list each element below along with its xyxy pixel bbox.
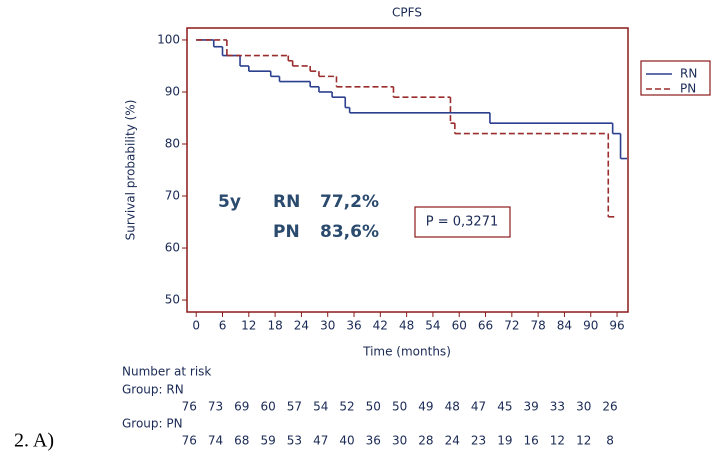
y-tick-label: 80 — [165, 136, 180, 150]
p-value: P = 0,3271 — [426, 215, 498, 230]
x-tick-label: 54 — [425, 319, 440, 333]
risk-count: 69 — [234, 400, 249, 414]
risk-count: 59 — [260, 434, 275, 448]
y-tick-label: 50 — [165, 293, 180, 307]
x-tick-label: 12 — [241, 319, 256, 333]
risk-count: 39 — [523, 400, 538, 414]
risk-count: 12 — [550, 434, 565, 448]
risk-count: 26 — [602, 400, 617, 414]
risk-count: 28 — [418, 434, 433, 448]
risk-count: 68 — [234, 434, 249, 448]
x-tick-label: 18 — [267, 319, 282, 333]
risk-count: 40 — [339, 434, 354, 448]
x-tick-label: 48 — [399, 319, 414, 333]
x-axis-label: Time (months) — [362, 345, 451, 359]
risk-count: 16 — [523, 434, 538, 448]
annotation: 77,2% — [320, 192, 379, 212]
risk-count: 19 — [497, 434, 512, 448]
figure-label: 2. A) — [14, 430, 54, 452]
risk-count: 48 — [445, 400, 460, 414]
risk-count: 36 — [366, 434, 381, 448]
risk-count: 50 — [366, 400, 381, 414]
risk-count: 60 — [260, 400, 275, 414]
x-tick-label: 24 — [294, 319, 309, 333]
risk-count: 47 — [471, 400, 486, 414]
x-tick-label: 30 — [320, 319, 335, 333]
y-tick-label: 90 — [165, 84, 180, 98]
y-axis-label: Survival probability (%) — [124, 100, 138, 241]
plot-frame — [186, 27, 629, 313]
risk-count: 49 — [418, 400, 433, 414]
risk-count: 45 — [497, 400, 512, 414]
risk-count: 30 — [392, 434, 407, 448]
x-tick-label: 0 — [192, 319, 200, 333]
risk-group-label: Group: RN — [122, 383, 184, 397]
x-tick-label: 78 — [530, 319, 545, 333]
risk-count: 33 — [550, 400, 565, 414]
risk-count: 24 — [445, 434, 460, 448]
x-tick-label: 42 — [373, 319, 388, 333]
y-tick-label: 70 — [165, 189, 180, 203]
risk-count: 12 — [576, 434, 591, 448]
risk-count: 50 — [392, 400, 407, 414]
legend-label: PN — [680, 82, 696, 96]
risk-count: 52 — [339, 400, 354, 414]
x-tick-label: 84 — [557, 319, 572, 333]
x-tick-label: 60 — [452, 319, 467, 333]
risk-group-label: Group: PN — [122, 417, 183, 431]
annotation: RN — [273, 192, 300, 212]
annotation: 83,6% — [320, 222, 379, 242]
risk-count: 76 — [182, 434, 197, 448]
risk-count: 73 — [208, 400, 223, 414]
y-tick-label: 100 — [157, 32, 180, 46]
risk-count: 30 — [576, 400, 591, 414]
x-tick-label: 6 — [219, 319, 227, 333]
risk-count: 76 — [182, 400, 197, 414]
x-tick-label: 90 — [583, 319, 598, 333]
y-tick-label: 60 — [165, 241, 180, 255]
risk-count: 53 — [287, 434, 302, 448]
x-tick-label: 66 — [478, 319, 493, 333]
risk-count: 23 — [471, 434, 486, 448]
risk-count: 47 — [313, 434, 328, 448]
risk-count: 57 — [287, 400, 302, 414]
risk-count: 74 — [208, 434, 223, 448]
p-value-box — [414, 206, 511, 238]
chart-title: CPFS — [392, 6, 422, 20]
legend-box — [640, 60, 711, 96]
risk-count: 54 — [313, 400, 328, 414]
x-tick-label: 96 — [609, 319, 624, 333]
x-tick-label: 36 — [346, 319, 361, 333]
annotation: 5y — [218, 192, 241, 212]
annotation: PN — [273, 222, 300, 242]
risk-table-title: Number at risk — [122, 365, 211, 379]
x-tick-label: 72 — [504, 319, 519, 333]
risk-count: 8 — [606, 434, 614, 448]
legend-label: RN — [680, 67, 697, 81]
